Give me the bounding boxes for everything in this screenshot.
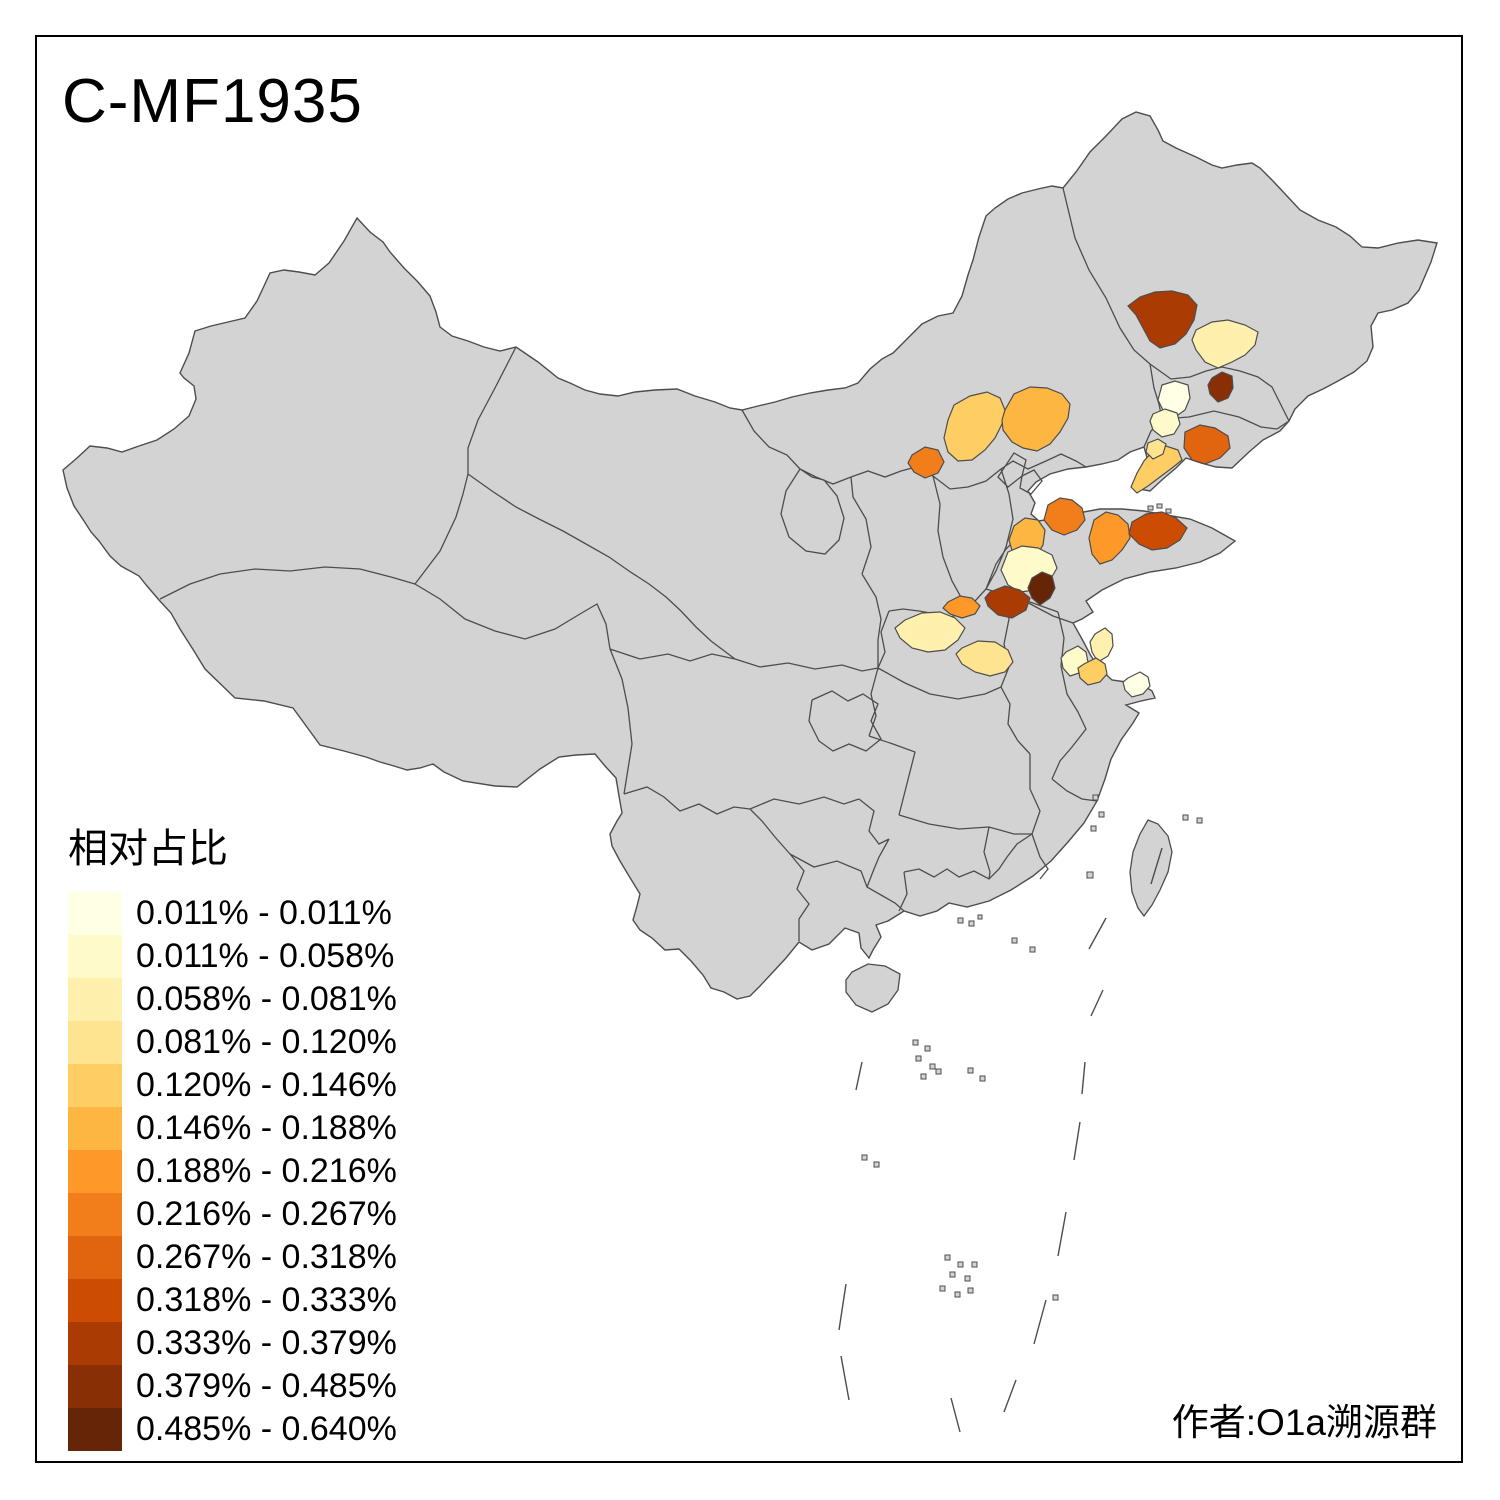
legend-item: 0.333% - 0.379% bbox=[68, 1322, 397, 1365]
legend-swatch bbox=[68, 1064, 122, 1107]
map-region-central-jiangsu bbox=[1077, 657, 1108, 686]
map-region-shanghai-area-pale bbox=[1122, 671, 1151, 698]
small-islands bbox=[861, 503, 1203, 1301]
legend-items: 0.011% - 0.011% 0.011% - 0.058% 0.058% - 0… bbox=[68, 892, 397, 1451]
legend-swatch bbox=[68, 892, 122, 935]
plot-frame bbox=[35, 35, 1463, 1463]
map-region-guanzhong-pale bbox=[894, 611, 966, 653]
legend-item: 0.120% - 0.146% bbox=[68, 1064, 397, 1107]
map-region-shandong-peninsula-east bbox=[1128, 511, 1188, 551]
map-region-chifeng-area bbox=[1001, 386, 1071, 452]
legend-item: 0.485% - 0.640% bbox=[68, 1408, 397, 1451]
legend-title: 相对占比 bbox=[68, 827, 228, 871]
legend-swatch bbox=[68, 1236, 122, 1279]
legend-swatch bbox=[68, 1107, 122, 1150]
map-region-xilingol-south bbox=[943, 391, 1006, 462]
taiwan-island bbox=[1129, 819, 1173, 918]
mainland-outline bbox=[62, 111, 1438, 1000]
legend-item: 0.058% - 0.081% bbox=[68, 978, 397, 1021]
legend-label: 0.188% - 0.216% bbox=[136, 1152, 397, 1190]
map-region-hetao-area bbox=[907, 446, 945, 479]
legend-label: 0.011% - 0.058% bbox=[136, 937, 395, 975]
sea-dash-lines bbox=[838, 847, 1163, 1433]
map-region-liaodong-peninsula bbox=[1130, 445, 1183, 494]
legend-swatch bbox=[68, 1279, 122, 1322]
legend-swatch bbox=[68, 1365, 122, 1408]
legend-swatch bbox=[68, 1193, 122, 1236]
legend-label: 0.318% - 0.333% bbox=[136, 1281, 397, 1319]
legend-swatch bbox=[68, 1021, 122, 1064]
legend-swatch bbox=[68, 1408, 122, 1451]
province-borders bbox=[159, 187, 1290, 941]
legend-item: 0.188% - 0.216% bbox=[68, 1150, 397, 1193]
legend-item: 0.011% - 0.058% bbox=[68, 935, 397, 978]
hainan-island bbox=[845, 963, 901, 1013]
attribution-text: 作者:O1a溯源群 bbox=[1171, 1402, 1437, 1443]
legend-item: 0.081% - 0.120% bbox=[68, 1021, 397, 1064]
legend-swatch bbox=[68, 978, 122, 1021]
map-region-north-shandong bbox=[1043, 497, 1086, 536]
legend-label: 0.485% - 0.640% bbox=[136, 1410, 397, 1448]
map-region-tongliao-north-pale bbox=[1149, 408, 1181, 438]
map-region-east-henan-dark bbox=[984, 585, 1031, 619]
legend: 相对占比 0.011% - 0.011% 0.011% - 0.058% 0.058… bbox=[68, 816, 397, 1451]
legend-item: 0.146% - 0.188% bbox=[68, 1107, 397, 1150]
legend-swatch bbox=[68, 1322, 122, 1365]
map-region-west-liaoning bbox=[1183, 424, 1231, 465]
legend-item: 0.318% - 0.333% bbox=[68, 1279, 397, 1322]
legend-label: 0.011% - 0.011% bbox=[136, 894, 392, 932]
legend-label: 0.058% - 0.081% bbox=[136, 980, 397, 1018]
legend-label: 0.081% - 0.120% bbox=[136, 1023, 397, 1061]
map-region-liaodong-north bbox=[1145, 438, 1167, 460]
legend-label: 0.146% - 0.188% bbox=[136, 1109, 397, 1147]
map-region-west-heilongjiang bbox=[1191, 319, 1259, 369]
map-region-north-henan bbox=[942, 595, 981, 619]
page-title: C-MF1935 bbox=[62, 67, 363, 136]
map-region-east-shandong bbox=[1088, 511, 1131, 565]
map-region-west-jilin-pale bbox=[1157, 380, 1191, 418]
legend-swatch bbox=[68, 1150, 122, 1193]
legend-swatch bbox=[68, 935, 122, 978]
legend-item: 0.379% - 0.485% bbox=[68, 1365, 397, 1408]
legend-item: 0.216% - 0.267% bbox=[68, 1193, 397, 1236]
legend-label: 0.267% - 0.318% bbox=[136, 1238, 397, 1276]
map-region-southwest-henan bbox=[955, 640, 1014, 677]
legend-label: 0.120% - 0.146% bbox=[136, 1066, 397, 1104]
legend-item: 0.267% - 0.318% bbox=[68, 1236, 397, 1279]
legend-label: 0.379% - 0.485% bbox=[136, 1367, 397, 1405]
legend-item: 0.011% - 0.011% bbox=[68, 892, 397, 935]
map-region-north-jiangsu-pale bbox=[1089, 627, 1114, 663]
legend-label: 0.333% - 0.379% bbox=[136, 1324, 397, 1362]
map-region-southwest-shandong-dark bbox=[1027, 571, 1056, 606]
legend-label: 0.216% - 0.267% bbox=[136, 1195, 397, 1233]
map-region-central-jilin bbox=[1207, 371, 1234, 403]
map-region-hinggan-area bbox=[1127, 290, 1198, 349]
